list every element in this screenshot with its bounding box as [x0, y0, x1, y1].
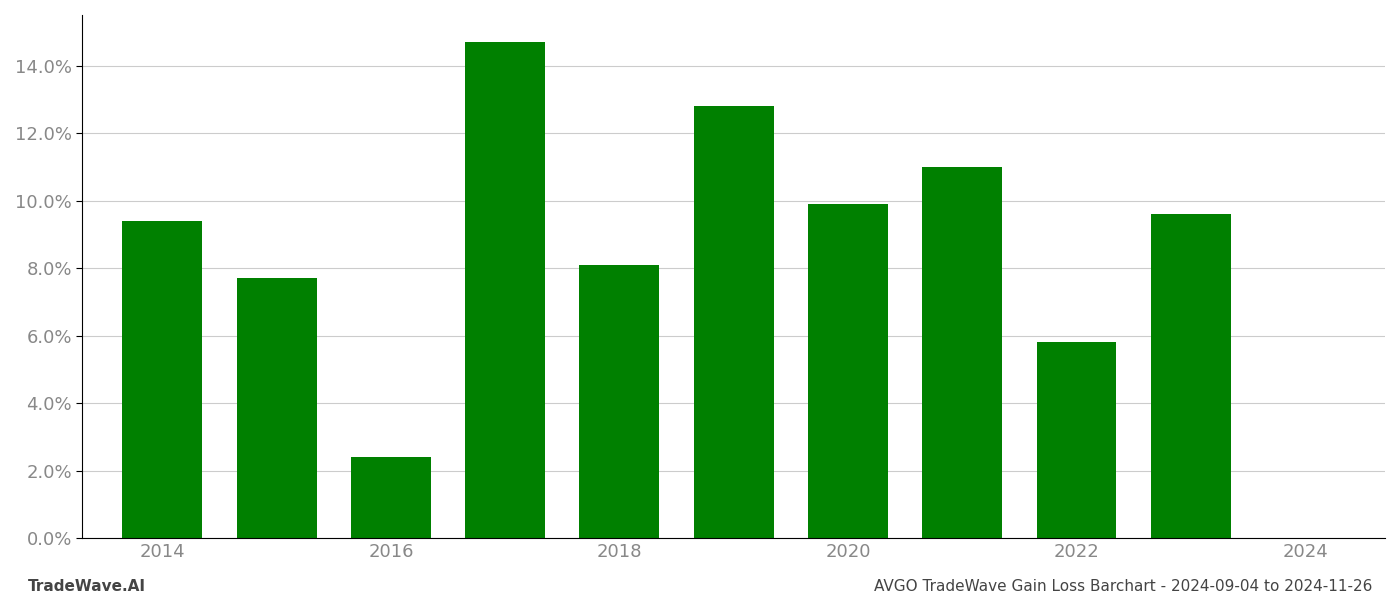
Bar [923, 167, 1002, 538]
Bar [1151, 214, 1231, 538]
Bar [580, 265, 659, 538]
Text: TradeWave.AI: TradeWave.AI [28, 579, 146, 594]
Bar [465, 42, 545, 538]
Bar [237, 278, 316, 538]
Bar [351, 457, 431, 538]
Bar [808, 204, 888, 538]
Bar [694, 106, 774, 538]
Bar [122, 221, 203, 538]
Bar [1036, 343, 1116, 538]
Text: AVGO TradeWave Gain Loss Barchart - 2024-09-04 to 2024-11-26: AVGO TradeWave Gain Loss Barchart - 2024… [874, 579, 1372, 594]
